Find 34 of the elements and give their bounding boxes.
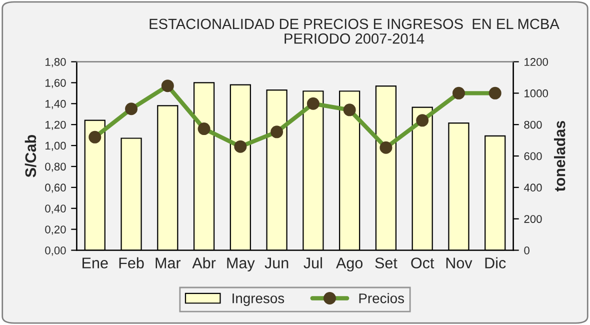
x-tick-label: Ene xyxy=(82,258,108,268)
y2-tick-label: 1200 xyxy=(524,58,548,66)
y2-tick-label: 0 xyxy=(524,246,530,254)
y-tick-label: 1,60 xyxy=(46,78,66,88)
x-tick-label: May xyxy=(227,258,255,272)
y2-axis-title: toneladas xyxy=(554,120,566,192)
y-tick-label: 1,80 xyxy=(46,58,66,68)
x-tick-label: Jul xyxy=(304,257,322,268)
y-tick-label: 0,20 xyxy=(45,226,66,235)
y-tick-label: 0,60 xyxy=(45,184,66,193)
y2-tick-label: 200 xyxy=(524,215,542,223)
y-axis-title: S/Cab xyxy=(24,134,36,178)
x-tick-label: Dic xyxy=(485,257,506,268)
x-tick-label: Jun xyxy=(264,258,288,268)
x-tick-label: Oct xyxy=(411,258,434,268)
y2-tick-label: 400 xyxy=(524,184,542,192)
y-tick-label: 1,20 xyxy=(46,120,66,130)
legend-label: Precios xyxy=(359,293,404,304)
y-tick-label: 0,40 xyxy=(45,204,66,214)
x-tick-label: Feb xyxy=(119,257,144,268)
y2-tick-label: 800 xyxy=(524,120,542,129)
legend-label: Ingresos xyxy=(232,294,284,306)
y2-tick-label: 600 xyxy=(524,152,542,160)
x-tick-label: Nov xyxy=(446,258,472,268)
x-tick-label: Set xyxy=(375,258,398,268)
x-tick-label: Ago xyxy=(336,258,363,272)
x-tick-label: Abr xyxy=(192,257,216,268)
x-tick-label: Mar xyxy=(156,258,181,268)
y-tick-label: 1,00 xyxy=(46,142,66,151)
y2-tick-label: 1000 xyxy=(524,89,548,98)
y-tick-label: 0,00 xyxy=(45,246,66,256)
chart-title: ESTACIONALIDAD DE PRECIOS E INGRESOS EN EL MCBA PERIODO 2007-2014 xyxy=(150,18,560,44)
y-tick-label: 0,80 xyxy=(45,162,66,172)
y-tick-label: 1,40 xyxy=(46,100,66,110)
